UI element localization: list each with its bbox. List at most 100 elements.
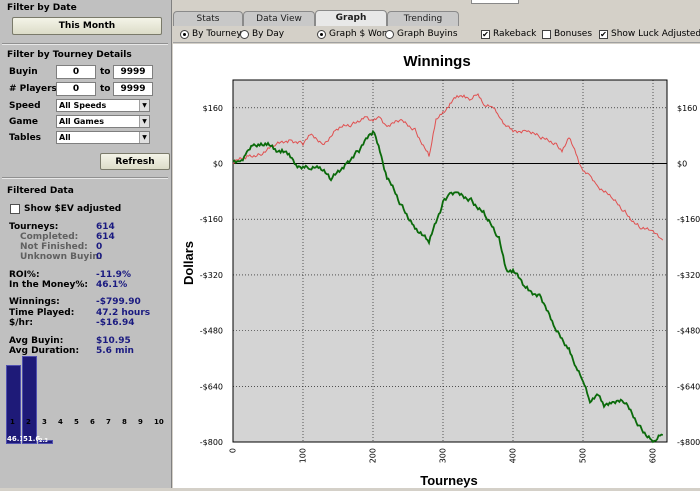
y-tick-label-right: $0: [677, 160, 687, 169]
histogram-bar-label: 46.1: [7, 435, 25, 443]
buyin-label: Buyin: [9, 67, 38, 77]
buyin-from-input[interactable]: 0: [56, 65, 96, 79]
stat-label: In the Money%:: [9, 280, 88, 290]
stat-value: -$799.90: [96, 297, 141, 307]
series-line-winnings: [232, 129, 664, 444]
histogram-x-label: 7: [106, 418, 111, 426]
tab-graph[interactable]: Graph: [315, 10, 387, 27]
graph-buyins-radio[interactable]: [385, 30, 394, 39]
stat-value: 0: [96, 242, 103, 252]
y-tick-label-left: $160: [203, 104, 223, 113]
graph-won-radio[interactable]: [317, 30, 326, 39]
speed-select[interactable]: All Speeds ▼: [56, 99, 150, 112]
bonuses-checkbox[interactable]: [542, 30, 551, 39]
histogram-x-label: 1: [10, 418, 15, 426]
stat-value: 614: [96, 222, 115, 232]
y-tick-label-right: -$160: [677, 215, 700, 224]
date-input[interactable]: [471, 0, 519, 4]
by-tourney-label: By Tourney: [192, 29, 242, 39]
winnings-chart-svg: Winnings Tourneys Dollars 0 100 200 300 400 5…: [181, 53, 700, 488]
by-tourney-radio[interactable]: [180, 30, 189, 39]
stat-label: Time Played:: [9, 308, 75, 318]
plot-area: [232, 79, 668, 443]
histogram-x-label: 8: [122, 418, 127, 426]
x-tick-label: 600: [649, 448, 658, 463]
chart-title: Winnings: [403, 53, 470, 70]
stat-label: Completed:: [20, 232, 79, 242]
stat-value: 0: [96, 252, 103, 262]
histogram-bar: [38, 440, 53, 444]
players-label: # Players: [9, 84, 57, 94]
tab-stats[interactable]: Stats: [173, 11, 243, 26]
x-tick-label: 200: [369, 448, 378, 463]
buyin-to-label: to: [100, 67, 111, 77]
stat-label: Winnings:: [9, 297, 60, 307]
histogram-x-label: 6: [90, 418, 95, 426]
buyin-to-input[interactable]: 9999: [113, 65, 153, 79]
tables-select-value: All: [59, 133, 71, 142]
stat-label: Avg Buyin:: [9, 336, 64, 346]
chevron-down-icon[interactable]: ▼: [139, 100, 149, 111]
speed-label: Speed: [9, 101, 41, 111]
y-tick-label-right: -$320: [677, 271, 700, 280]
stat-label: Unknown Buyin:: [20, 252, 103, 262]
y-tick-label-left: -$640: [200, 382, 223, 391]
stat-value: -11.9%: [96, 270, 131, 280]
tab-trending[interactable]: Trending: [387, 11, 459, 26]
by-day-label: By Day: [252, 29, 285, 39]
game-select[interactable]: All Games ▼: [56, 115, 150, 128]
x-tick-label: 400: [509, 448, 518, 463]
speed-select-value: All Speeds: [59, 101, 107, 110]
y-tick-label-right: -$800: [677, 438, 700, 447]
refresh-button[interactable]: Refresh: [100, 153, 170, 170]
stat-value: 46.1%: [96, 280, 128, 290]
histogram-x-label: 9: [138, 418, 143, 426]
divider: [2, 177, 168, 179]
chevron-down-icon[interactable]: ▼: [139, 116, 149, 127]
histogram-x-label: 5: [74, 418, 79, 426]
filter-by-tourney-title: Filter by Tourney Details: [7, 50, 132, 60]
histogram-bar: [22, 356, 37, 444]
y-tick-label-right: $160: [677, 104, 697, 113]
stat-label: Avg Duration:: [9, 346, 80, 356]
game-select-value: All Games: [59, 117, 104, 126]
x-tick-label: 300: [439, 448, 448, 463]
stat-label: ROI%:: [9, 270, 40, 280]
histogram-x-label: 4: [58, 418, 63, 426]
y-tick-label-right: -$480: [677, 327, 700, 336]
this-month-button[interactable]: This Month: [12, 17, 162, 35]
rakeback-label: Rakeback: [493, 29, 537, 39]
series-line-luck-adjusted: [232, 93, 664, 241]
stat-label: Not Finished:: [20, 242, 88, 252]
x-tick-label: 100: [299, 448, 308, 463]
graph-options: By Tourney By Day Graph $ Won Graph Buyi…: [173, 26, 700, 43]
winnings-chart: Winnings Tourneys Dollars 0 100 200 300 400 5…: [173, 44, 700, 488]
players-from-input[interactable]: 0: [56, 82, 96, 96]
players-to-input[interactable]: 9999: [113, 82, 153, 96]
tab-bar: Stats Data View Graph Trending: [173, 10, 700, 27]
x-tick-label: 500: [579, 448, 588, 463]
tab-data-view[interactable]: Data View: [243, 11, 315, 26]
stat-label: Tourneys:: [9, 222, 59, 232]
x-axis-label: Tourneys: [420, 473, 478, 488]
tables-select[interactable]: All ▼: [56, 131, 150, 144]
by-day-radio[interactable]: [240, 30, 249, 39]
histogram-bar-label: 51.6: [23, 435, 41, 443]
stat-value: 614: [96, 232, 115, 242]
y-tick-label-left: -$320: [200, 271, 223, 280]
stat-value: 47.2 hours: [96, 308, 151, 318]
stat-value: $10.95: [96, 336, 131, 346]
x-tick-label: 0: [229, 448, 238, 453]
histogram-x-label: 2: [26, 418, 31, 426]
filter-panel: Filter by Date This Month Filter by Tour…: [0, 0, 172, 488]
filter-by-date-title: Filter by Date: [7, 3, 77, 13]
show-luck-checkbox[interactable]: ✔: [599, 30, 608, 39]
bonuses-label: Bonuses: [554, 29, 593, 39]
chevron-down-icon[interactable]: ▼: [139, 132, 149, 143]
players-to-label: to: [100, 84, 111, 94]
rakeback-checkbox[interactable]: ✔: [481, 30, 490, 39]
show-sev-checkbox[interactable]: [10, 204, 20, 214]
histogram-x-label: 3: [42, 418, 47, 426]
divider: [2, 43, 168, 45]
top-strip: [173, 0, 700, 10]
